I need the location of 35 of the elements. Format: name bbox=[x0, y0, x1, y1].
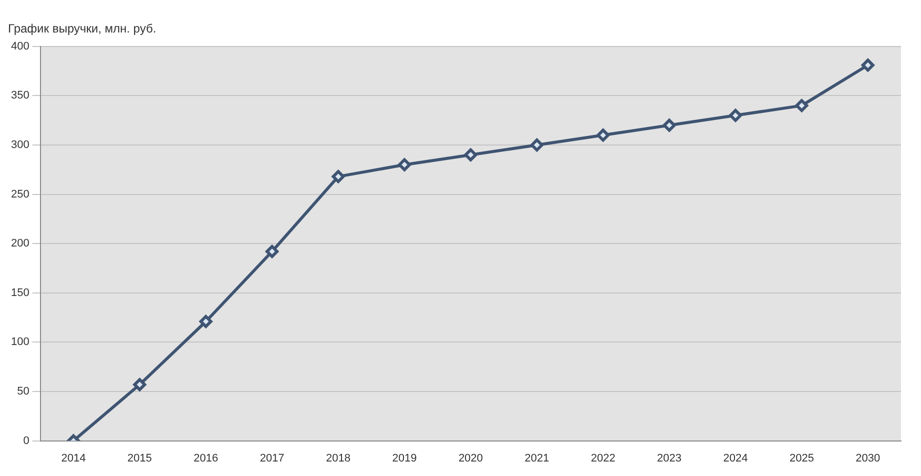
point bbox=[662, 118, 676, 132]
y-tick-label: 300 bbox=[10, 139, 30, 152]
y-tick-label: 250 bbox=[10, 188, 30, 200]
point bbox=[464, 148, 478, 162]
point bbox=[133, 378, 146, 392]
x-tick-label: 2024 bbox=[723, 452, 748, 464]
x-tick-label: 2023 bbox=[657, 452, 682, 464]
x-tick-label: 2019 bbox=[392, 452, 417, 464]
y-tick-label: 150 bbox=[10, 286, 30, 299]
y-tick-label: 0 bbox=[23, 434, 30, 447]
point bbox=[199, 314, 212, 328]
x-tick-label: 2015 bbox=[127, 452, 152, 464]
y-tick-label: 200 bbox=[10, 238, 30, 250]
chart-title: График выручки, млн. руб. bbox=[8, 22, 156, 36]
point bbox=[530, 138, 544, 152]
x-tick-label: 2014 bbox=[61, 452, 86, 464]
x-tick-label: 2030 bbox=[856, 452, 880, 464]
x-tick-label: 2020 bbox=[458, 452, 483, 464]
x-tick-label: 2016 bbox=[194, 452, 218, 464]
point bbox=[398, 158, 411, 172]
y-tick-label: 400 bbox=[10, 40, 30, 52]
point bbox=[795, 99, 808, 112]
x-tick-label: 2021 bbox=[524, 452, 550, 464]
point bbox=[266, 244, 279, 258]
x-tick-label: 2025 bbox=[789, 452, 814, 464]
y-tick-label: 50 bbox=[17, 386, 30, 398]
x-tick-label: 2018 bbox=[326, 452, 351, 464]
y-tick-label: 100 bbox=[10, 336, 30, 348]
point bbox=[596, 128, 610, 142]
point bbox=[728, 108, 742, 122]
point bbox=[332, 170, 345, 184]
x-tick-label: 2022 bbox=[590, 452, 616, 464]
y-tick-label: 350 bbox=[10, 90, 30, 102]
point bbox=[861, 58, 874, 72]
x-tick-label: 2017 bbox=[260, 452, 284, 464]
